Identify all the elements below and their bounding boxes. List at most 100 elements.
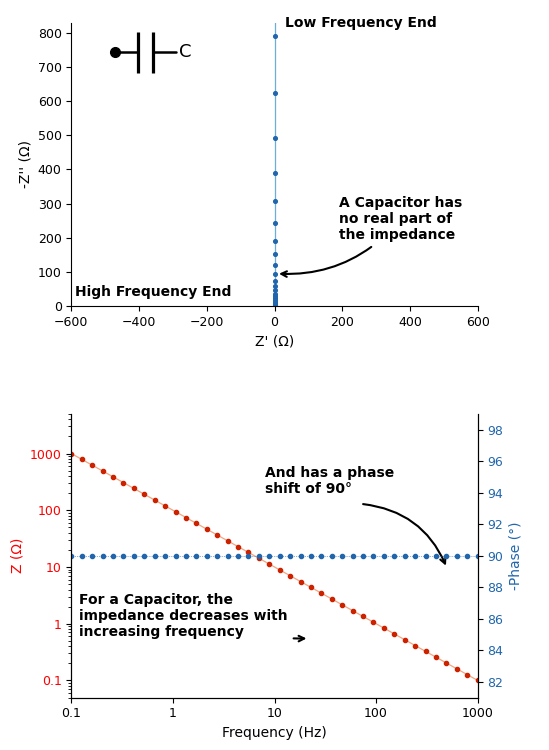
Point — [98, 465, 107, 477]
Text: Low Frequency End: Low Frequency End — [284, 16, 436, 30]
Point — [192, 518, 201, 530]
Point — [255, 552, 264, 564]
Point — [270, 287, 279, 299]
Point — [270, 300, 279, 312]
Point — [452, 550, 461, 562]
Point — [265, 550, 274, 562]
Point — [348, 604, 357, 616]
Point — [270, 300, 279, 312]
Point — [203, 550, 211, 562]
Y-axis label: -Phase (°): -Phase (°) — [509, 521, 523, 590]
Point — [338, 598, 346, 610]
Point — [411, 550, 419, 562]
Point — [421, 645, 430, 657]
Point — [270, 300, 279, 312]
Point — [88, 459, 97, 471]
Point — [270, 167, 279, 179]
Point — [270, 300, 279, 312]
Point — [411, 640, 419, 652]
Point — [400, 550, 409, 562]
Point — [270, 217, 279, 229]
Point — [285, 570, 294, 582]
Point — [270, 300, 279, 312]
Point — [270, 297, 279, 309]
Point — [88, 550, 97, 562]
Point — [234, 541, 243, 553]
Point — [213, 529, 222, 541]
Point — [270, 235, 279, 247]
Point — [463, 668, 472, 680]
Point — [390, 550, 399, 562]
Point — [67, 448, 76, 460]
Point — [270, 296, 279, 307]
Point — [306, 550, 315, 562]
Point — [255, 550, 264, 562]
Point — [358, 610, 367, 622]
Point — [270, 296, 279, 308]
Point — [270, 298, 279, 310]
Point — [327, 593, 336, 605]
Point — [161, 550, 170, 562]
Point — [192, 550, 201, 562]
Text: C: C — [179, 44, 192, 62]
Point — [270, 260, 279, 272]
Point — [119, 550, 128, 562]
Point — [358, 550, 367, 562]
Point — [421, 550, 430, 562]
Point — [244, 547, 253, 559]
Point — [327, 550, 336, 562]
Point — [369, 550, 378, 562]
Point — [270, 299, 279, 311]
Text: A Capacitor has
no real part of
the impedance: A Capacitor has no real part of the impe… — [281, 196, 462, 277]
Point — [130, 550, 138, 562]
Point — [234, 550, 243, 562]
Point — [270, 298, 279, 310]
Point — [213, 550, 222, 562]
Point — [270, 248, 279, 260]
Point — [171, 506, 180, 518]
Point — [265, 558, 274, 570]
Point — [270, 300, 279, 312]
Point — [270, 300, 279, 312]
Point — [244, 550, 253, 562]
Point — [452, 663, 461, 675]
Y-axis label: Z (Ω): Z (Ω) — [10, 538, 24, 574]
Point — [150, 494, 159, 506]
Point — [140, 550, 149, 562]
Point — [270, 280, 279, 292]
Point — [270, 294, 279, 306]
Point — [463, 550, 472, 562]
Point — [473, 674, 482, 686]
Point — [432, 651, 440, 663]
Point — [270, 299, 279, 311]
Point — [400, 634, 409, 646]
Point — [109, 471, 117, 483]
Point — [348, 550, 357, 562]
Point — [270, 195, 279, 207]
X-axis label: Frequency (Hz): Frequency (Hz) — [222, 726, 327, 740]
Point — [150, 550, 159, 562]
Point — [140, 488, 149, 500]
Point — [270, 274, 279, 286]
Point — [270, 300, 279, 312]
Point — [203, 524, 211, 536]
Point — [270, 268, 279, 280]
Point — [223, 535, 232, 547]
Point — [379, 550, 388, 562]
Point — [77, 550, 86, 562]
Point — [338, 550, 346, 562]
Point — [223, 550, 232, 562]
Point — [130, 482, 138, 494]
X-axis label: Z' (Ω): Z' (Ω) — [255, 334, 294, 349]
Point — [119, 477, 128, 489]
Point — [171, 550, 180, 562]
Point — [390, 628, 399, 640]
Point — [275, 564, 284, 576]
Point — [270, 284, 279, 296]
Point — [379, 622, 388, 634]
Point — [317, 587, 326, 599]
Point — [182, 512, 191, 524]
Y-axis label: -Z'' (Ω): -Z'' (Ω) — [18, 140, 32, 188]
Point — [270, 300, 279, 312]
Point — [182, 550, 191, 562]
